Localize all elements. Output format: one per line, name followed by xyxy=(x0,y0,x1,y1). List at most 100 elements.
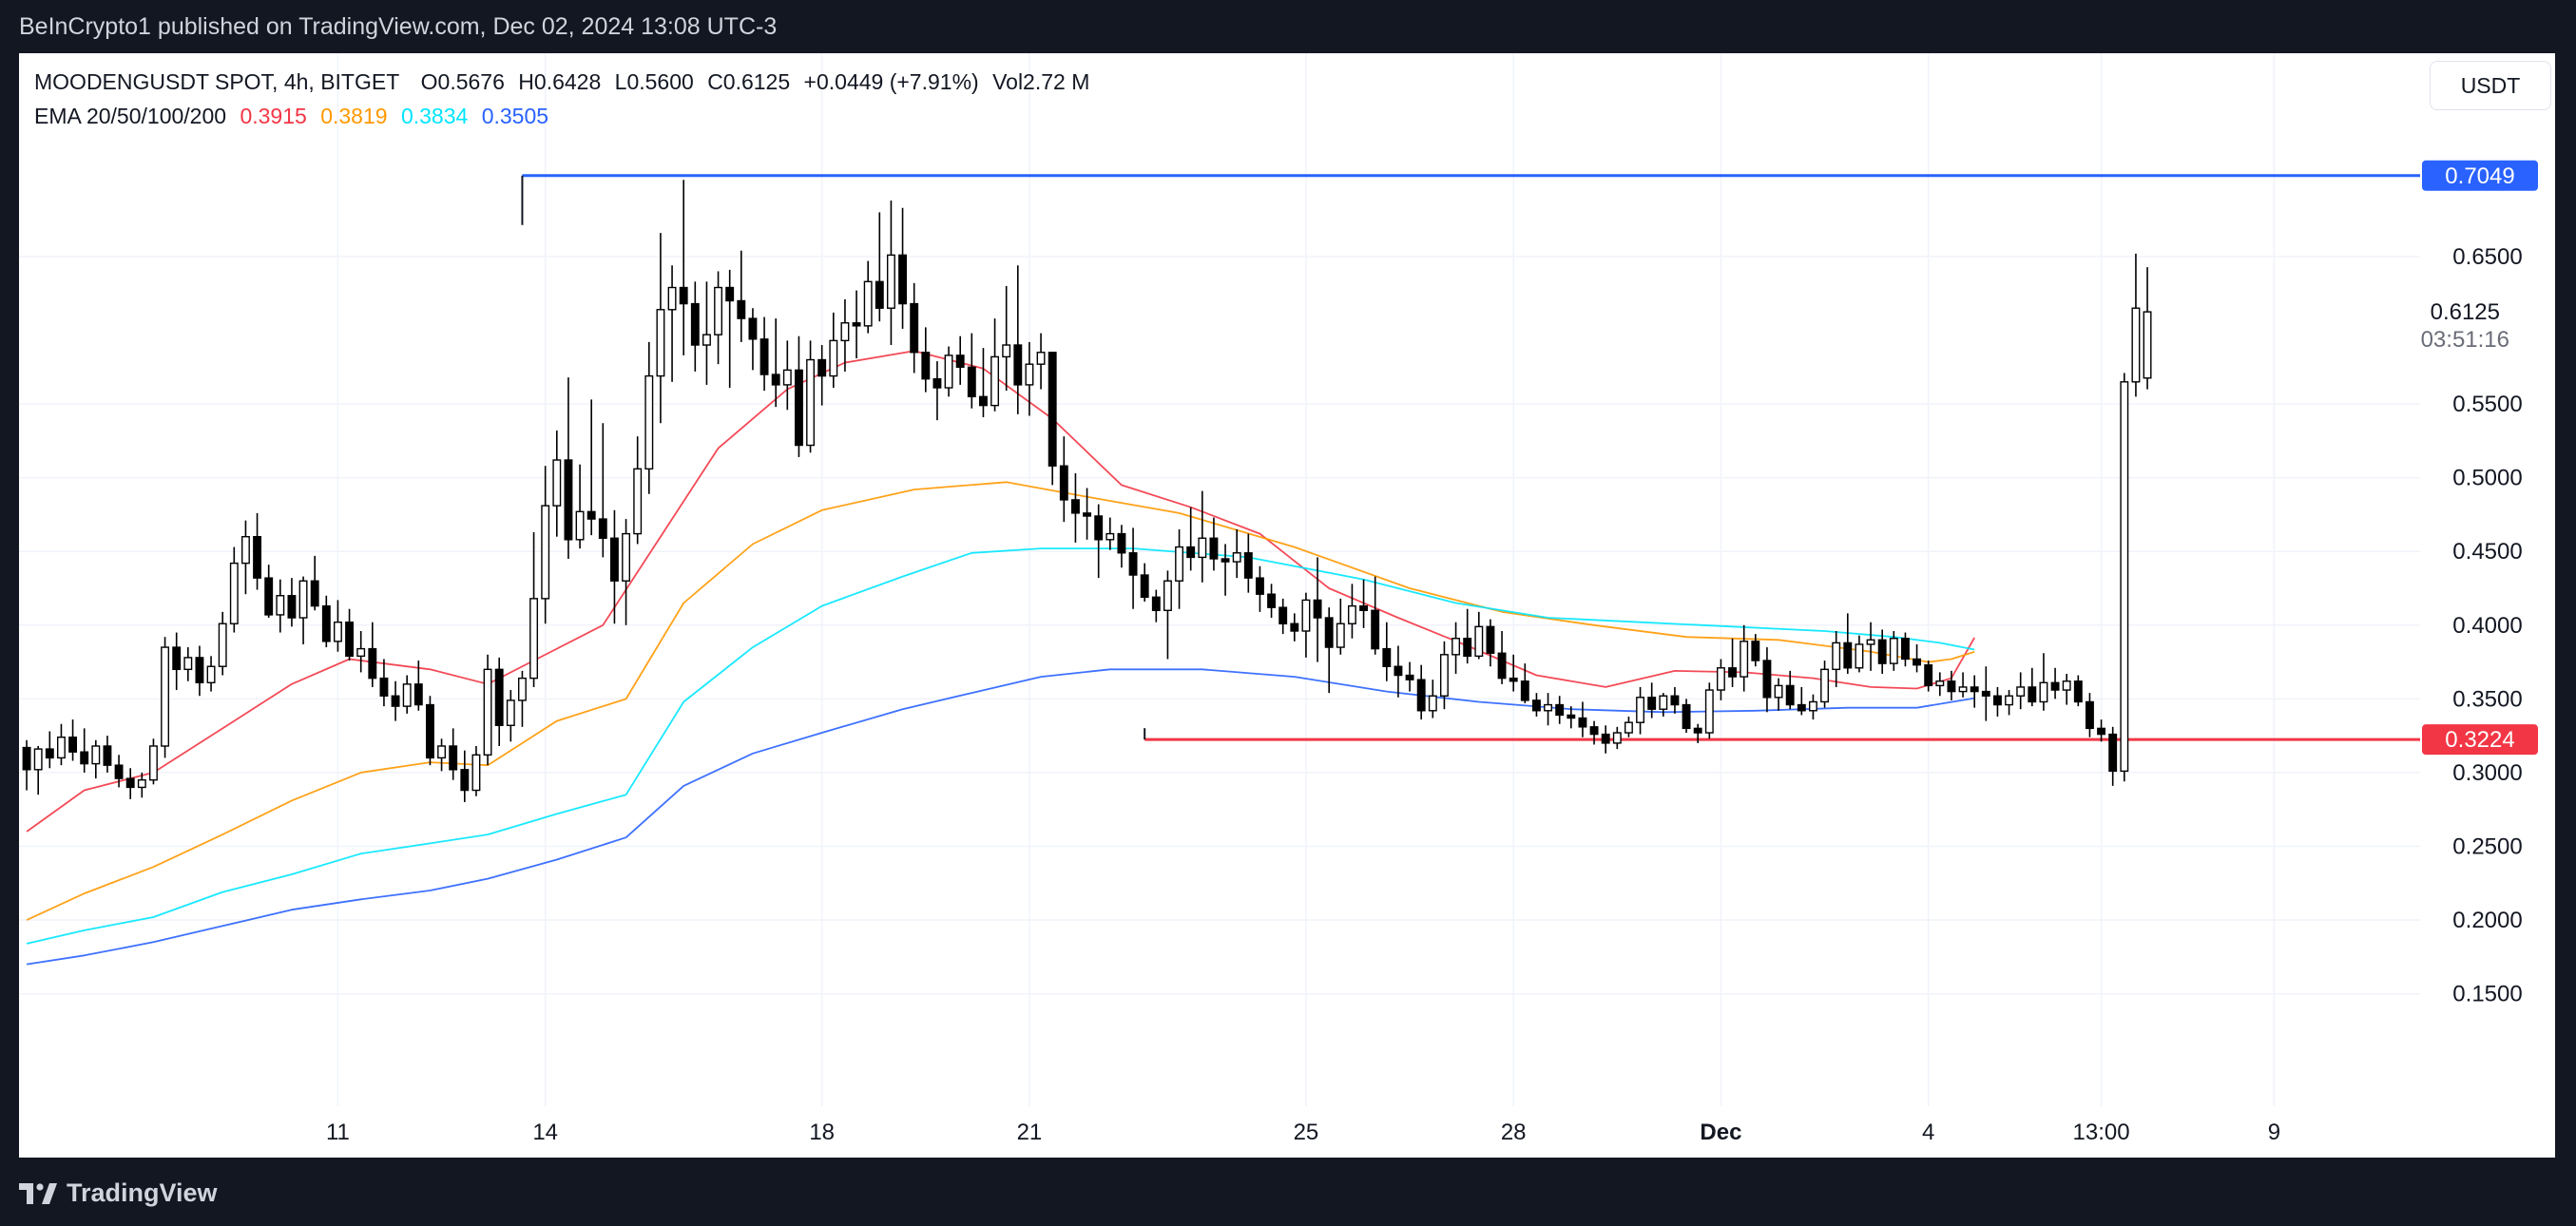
candle-down-body xyxy=(1405,674,1414,680)
chart-legend: MOODENGUSDT SPOT, 4h, BITGET O0.5676 H0.… xyxy=(34,65,1097,133)
candle-up-body xyxy=(1855,643,1864,669)
x-tick-label: 11 xyxy=(326,1120,350,1145)
candle-down-body xyxy=(564,459,573,541)
ema-label[interactable]: EMA 20/50/100/200 xyxy=(34,104,227,128)
y-tick-label: 0.5500 xyxy=(2452,392,2522,417)
tradingview-logo[interactable]: TradingView xyxy=(19,1178,218,1208)
symbol-label[interactable]: MOODENGUSDT SPOT, 4h, BITGET xyxy=(34,69,400,94)
legend-ohlc-row: MOODENGUSDT SPOT, 4h, BITGET O0.5676 H0.… xyxy=(34,65,1097,99)
candle-up-body xyxy=(840,322,850,342)
y-axis: 0.6500 0.5500 0.5000 0.4500 0.4000 0.3500 0.30… xyxy=(2421,160,2538,1007)
y-tick-label: 0.4000 xyxy=(2452,613,2522,639)
candle-down-body xyxy=(310,580,319,607)
candle-down-body xyxy=(1647,697,1657,710)
currency-button[interactable]: USDT xyxy=(2430,61,2551,110)
candle-up-body xyxy=(667,286,677,311)
y-tick-label: 0.1500 xyxy=(2452,982,2522,1007)
candle-down-body xyxy=(1981,690,1990,697)
candle-down-body xyxy=(1416,679,1426,712)
candle-up-body xyxy=(1866,639,1875,645)
candle-down-body xyxy=(1520,680,1529,701)
candle-down-body xyxy=(725,286,735,302)
candle-up-body xyxy=(2120,381,2129,773)
change-value: +0.0449 (+7.91%) xyxy=(803,69,979,94)
candle-down-body xyxy=(2028,686,2037,703)
candle-up-body xyxy=(575,510,585,541)
candle-down-body xyxy=(287,595,297,619)
candle-down-body xyxy=(690,302,700,346)
y-tick-label: 0.3500 xyxy=(2452,686,2522,712)
candle-up-body xyxy=(944,354,953,389)
resistance-price-tag xyxy=(2422,160,2538,191)
candle-down-body xyxy=(1094,515,1104,541)
candle-down-body xyxy=(1728,667,1738,678)
candle-up-body xyxy=(1036,352,1046,365)
ema200-value: 0.3505 xyxy=(481,104,549,128)
candle-down-body xyxy=(955,354,965,368)
candle-down-body xyxy=(425,703,434,759)
ema-line-ema200 xyxy=(26,668,1975,966)
candle-down-body xyxy=(379,677,389,697)
x-axis: 11 14 18 21 25 28 Dec 4 13:00 9 xyxy=(326,1120,2280,1145)
ema-line-ema100 xyxy=(26,547,1975,945)
candle-up-body xyxy=(702,334,711,346)
candle-down-body xyxy=(1913,658,1922,666)
candle-down-body xyxy=(1278,606,1288,624)
ema50-value: 0.3819 xyxy=(320,104,388,128)
candle-up-body xyxy=(1439,654,1449,697)
candle-down-body xyxy=(22,746,31,771)
close-value: C0.6125 xyxy=(707,69,791,94)
candle-up-body xyxy=(1232,552,1241,563)
candle-up-body xyxy=(137,778,146,789)
candle-up-body xyxy=(886,254,895,309)
candle-down-body xyxy=(967,366,976,398)
candle-down-body xyxy=(2073,680,2083,703)
low-value: L0.5600 xyxy=(614,69,694,94)
ema100-value: 0.3834 xyxy=(400,104,469,128)
candle-down-body xyxy=(921,352,931,380)
candle-down-body xyxy=(817,358,827,377)
candle-down-body xyxy=(852,322,861,327)
resistance-price-label: 0.7049 xyxy=(2445,163,2514,189)
price-chart[interactable]: 0.6500 0.5500 0.5000 0.4500 0.4000 0.3500 0.30… xyxy=(19,53,2555,1158)
candle-down-body xyxy=(391,695,400,707)
candle-up-body xyxy=(206,665,216,683)
candle-down-body xyxy=(1992,695,2002,706)
candle-down-body xyxy=(1567,714,1576,719)
candle-down-body xyxy=(898,254,908,305)
tradingview-logo-icon xyxy=(19,1182,57,1204)
candle-up-body xyxy=(333,621,342,642)
candle-down-body xyxy=(1048,352,1057,467)
candle-up-body xyxy=(1301,599,1311,632)
support-price-tag xyxy=(2422,724,2538,756)
candle-down-body xyxy=(748,317,758,340)
x-tick-label: 13:00 xyxy=(2073,1120,2130,1145)
candle-down-body xyxy=(1382,647,1392,667)
publisher-bar: BeInCrypto1 published on TradingView.com… xyxy=(0,0,2576,53)
candle-down-body xyxy=(172,646,182,671)
candle-down-body xyxy=(598,518,607,539)
candle-up-body xyxy=(2039,681,2048,703)
candle-down-body xyxy=(80,751,89,765)
candle-down-body xyxy=(2050,681,2060,691)
open-value: O0.5676 xyxy=(420,69,505,94)
candle-down-body xyxy=(1209,537,1219,560)
candle-down-body xyxy=(1255,577,1264,595)
candle-up-body xyxy=(33,748,43,771)
chart-area[interactable]: 0.6500 0.5500 0.5000 0.4500 0.4000 0.3500 0.30… xyxy=(19,53,2555,1158)
candle-up-body xyxy=(218,623,227,667)
candle-up-body xyxy=(1889,638,1898,664)
candle-down-body xyxy=(1243,552,1253,579)
x-tick-label: 14 xyxy=(532,1120,558,1145)
candle-up-body xyxy=(1659,695,1668,710)
y-tick-label: 0.3000 xyxy=(2452,760,2522,786)
tradingview-brand: TradingView xyxy=(67,1178,218,1207)
candle-up-body xyxy=(471,754,481,792)
ema-lines xyxy=(26,350,1975,966)
candle-up-body xyxy=(644,374,654,470)
candle-down-body xyxy=(1877,639,1887,664)
candle-down-body xyxy=(794,369,803,447)
candle-up-body xyxy=(1820,668,1830,703)
footer-bar: TradingView xyxy=(0,1158,2576,1226)
candle-down-body xyxy=(1693,727,1702,734)
